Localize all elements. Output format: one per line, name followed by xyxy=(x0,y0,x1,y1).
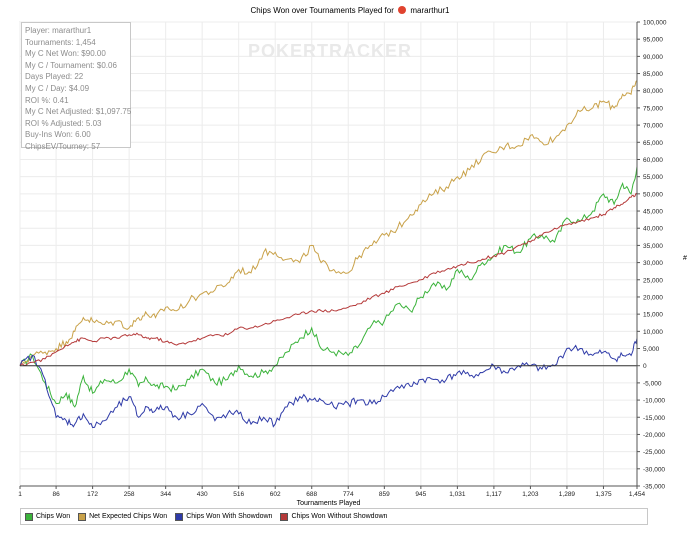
pokertracker-watermark: POKERTRACKER xyxy=(248,41,412,61)
x-tick-label: 344 xyxy=(160,491,171,498)
chart-title: Chips Won over Tournaments Played for ma… xyxy=(0,6,700,15)
chart-title-text: Chips Won over Tournaments Played for xyxy=(250,6,394,15)
x-tick-label: 1,375 xyxy=(595,491,612,498)
x-tick-label: 1,454 xyxy=(629,491,646,498)
stat-line: My C / Day: $4.09 xyxy=(25,83,90,93)
legend-swatch xyxy=(280,512,289,521)
y-tick-label: -35,000 xyxy=(643,484,665,491)
series-line-1 xyxy=(19,80,638,366)
stat-line: Tournaments: 1,454 xyxy=(25,37,96,47)
y-tick-label: 70,000 xyxy=(643,123,663,130)
legend-item: Chips Won With Showdown xyxy=(175,512,273,521)
legend-label: Chips Won xyxy=(36,513,71,520)
x-tick-label: 688 xyxy=(306,491,317,498)
legend-label: Net Expected Chips Won xyxy=(89,513,168,520)
player-stats-box: Player: mararthur1 Tournaments: 1,454 My C… xyxy=(21,22,132,151)
y-tick-label: 25,000 xyxy=(643,277,663,284)
legend-swatch xyxy=(78,512,87,521)
x-tick-label: 1,203 xyxy=(522,491,539,498)
y-tick-label: 45,000 xyxy=(643,209,663,216)
y-tick-label: 15,000 xyxy=(643,312,663,319)
y-tick-label: -15,000 xyxy=(643,415,665,422)
stat-line: ROI %: 0.41 xyxy=(25,95,69,105)
chart-legend: Chips Won Net Expected Chips Won Chips Won… xyxy=(20,508,648,525)
stat-line: My C Net Won: $90.00 xyxy=(25,49,106,59)
x-tick-label: 1,031 xyxy=(449,491,466,498)
chart-title-player: mararthur1 xyxy=(410,6,450,15)
legend-label: Chips Won With Showdown xyxy=(186,513,273,520)
legend-item: Chips Won xyxy=(25,512,71,521)
stat-line: My C Net Adjusted: $1,097.75 xyxy=(25,107,132,117)
x-axis-label: Tournaments Played xyxy=(297,500,361,507)
legend-swatch xyxy=(25,512,33,521)
stat-line: ChipsEV/Tourney: 57 xyxy=(25,141,101,151)
y-tick-label: 75,000 xyxy=(643,105,663,112)
x-tick-label: 774 xyxy=(343,491,354,498)
y-tick-label: 5,000 xyxy=(643,346,660,353)
x-tick-label: 430 xyxy=(197,491,208,498)
legend-label: Chips Won Without Showdown xyxy=(291,513,388,520)
chart-axes: 100,000 95,000 90,000 85,000 80,000 75,000 70,… xyxy=(18,20,687,508)
x-tick-label: 945 xyxy=(415,491,426,498)
y-tick-label: 100,000 xyxy=(643,20,667,27)
x-tick-label: 602 xyxy=(270,491,281,498)
legend-swatch xyxy=(175,512,184,521)
y-tick-label: 10,000 xyxy=(643,329,663,336)
y-tick-label: -10,000 xyxy=(643,398,665,405)
x-tick-label: 1 xyxy=(18,491,22,498)
y-tick-label: 65,000 xyxy=(643,140,663,147)
pokerstars-icon xyxy=(398,6,407,14)
stat-line: Buy-Ins Won: 6.00 xyxy=(25,130,91,140)
y-tick-label: 20,000 xyxy=(643,294,663,301)
y-tick-label: 40,000 xyxy=(643,226,663,233)
y-axis-label: # xyxy=(683,255,687,262)
y-tick-label: 90,000 xyxy=(643,54,663,61)
legend-item: Net Expected Chips Won xyxy=(78,512,168,521)
y-tick-label: 0 xyxy=(643,363,647,370)
stat-line: My C / Tournament: $0.06 xyxy=(25,60,117,70)
x-tick-label: 1,117 xyxy=(486,491,502,498)
x-tick-label: 1,289 xyxy=(559,491,576,498)
legend-item: Chips Won Without Showdown xyxy=(280,512,388,521)
y-tick-label: 85,000 xyxy=(643,71,663,78)
y-tick-label: 30,000 xyxy=(643,260,663,267)
y-tick-label: -25,000 xyxy=(643,449,665,456)
chart-series xyxy=(19,80,638,429)
y-tick-label: -5,000 xyxy=(643,380,662,387)
y-tick-label: 80,000 xyxy=(643,88,663,95)
x-tick-label: 172 xyxy=(87,491,98,498)
series-line-2 xyxy=(19,338,638,429)
y-tick-label: 60,000 xyxy=(643,157,663,164)
series-line-3 xyxy=(19,192,638,367)
x-tick-label: 516 xyxy=(233,491,244,498)
y-tick-label: -30,000 xyxy=(643,466,665,473)
stat-line: ROI % Adjusted: 5.03 xyxy=(25,118,102,128)
y-tick-label: 55,000 xyxy=(643,174,663,181)
x-tick-label: 859 xyxy=(379,491,390,498)
y-tick-label: 95,000 xyxy=(643,37,663,44)
x-tick-label: 86 xyxy=(52,491,60,498)
stat-line: Days Played: 22 xyxy=(25,72,84,82)
x-tick-label: 258 xyxy=(124,491,135,498)
stat-line: Player: mararthur1 xyxy=(25,26,92,35)
y-tick-label: 35,000 xyxy=(643,243,663,250)
y-tick-label: -20,000 xyxy=(643,432,665,439)
y-tick-label: 50,000 xyxy=(643,191,663,198)
